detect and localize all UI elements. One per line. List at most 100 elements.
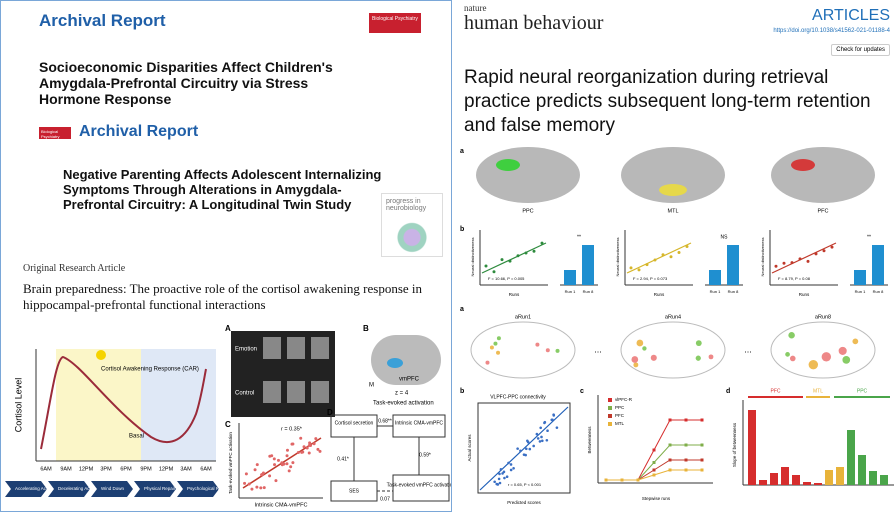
network-node — [785, 352, 790, 357]
scatter-dot — [499, 468, 503, 471]
bar — [854, 270, 866, 285]
updates-button[interactable]: Check for updates — [831, 44, 890, 56]
label: d — [726, 388, 730, 395]
label: ... — [744, 344, 752, 354]
journal-badge: Biological Psychiatry — [39, 127, 71, 139]
bar — [781, 467, 789, 485]
scatter-dot — [268, 474, 272, 478]
label: 0.59* — [419, 452, 431, 458]
left-panel: Archival Report Biological Psychiatry So… — [0, 0, 452, 512]
scatter-dot — [546, 429, 549, 433]
legend-swatch — [608, 414, 612, 418]
label: VLPFC-PPC connectivity — [490, 394, 546, 400]
bar — [748, 410, 756, 485]
scatter-dot — [522, 453, 526, 456]
legend-swatch — [608, 398, 612, 402]
scatter-dot — [247, 482, 251, 486]
label: F = 2.94, P = 0.073 — [633, 276, 668, 281]
label: 6AM — [40, 466, 52, 472]
scatter-dot — [502, 470, 506, 474]
label: Wind Down — [101, 486, 125, 491]
network-node — [808, 359, 819, 370]
label: Neural distinctiveness — [760, 238, 765, 277]
run-point — [500, 258, 504, 262]
run-point — [637, 268, 641, 272]
face-stimulus — [263, 381, 281, 403]
bar — [792, 475, 800, 485]
scatter-dot — [305, 446, 309, 450]
journal-name: human behaviour — [464, 12, 604, 34]
bar — [727, 245, 739, 285]
region-blob — [496, 159, 520, 171]
run-point — [790, 261, 794, 265]
bar — [770, 473, 778, 485]
bar — [564, 270, 576, 285]
cortisol-curve — [40, 355, 207, 450]
run-point — [782, 261, 786, 265]
network-node — [631, 356, 639, 363]
label: Psychological Repair — [187, 486, 223, 491]
run-point — [516, 254, 520, 258]
label: PPC — [522, 208, 533, 214]
label: 12PM — [159, 466, 174, 472]
legend-swatch — [608, 422, 612, 426]
label: MTL — [668, 208, 679, 214]
run-point — [492, 270, 496, 274]
label: Run 8 — [583, 289, 594, 294]
network-node — [493, 341, 498, 346]
label: 9AM — [60, 466, 72, 472]
label: B — [363, 324, 369, 333]
label: Runs — [509, 292, 520, 297]
scatter-dot — [307, 443, 311, 447]
scatter-dot — [285, 454, 289, 458]
bar — [814, 483, 822, 485]
run-point — [645, 263, 649, 267]
network-node — [485, 360, 490, 365]
run-point — [669, 255, 673, 259]
scatter-dot — [270, 454, 274, 458]
label: Task-evoked vmPFC activation — [228, 432, 233, 494]
label: 12PM — [79, 466, 94, 472]
run-point — [685, 245, 689, 249]
label: F = 10.66, P = 0.005 — [488, 276, 525, 281]
scatter-dot — [296, 451, 300, 455]
label: Task-evoked activation — [373, 401, 434, 407]
scatter-dot — [509, 468, 513, 472]
label: Runs — [799, 292, 810, 297]
scatter-dot — [519, 449, 522, 453]
scatter-dot — [255, 463, 259, 467]
brain-surface — [621, 147, 725, 203]
label: A — [225, 324, 231, 333]
scatter-dot — [308, 441, 312, 445]
network-node — [555, 348, 560, 353]
glass-brain — [470, 321, 576, 379]
series-point — [604, 478, 608, 482]
y-label: Cortisol Level — [13, 378, 23, 433]
run-point — [661, 253, 665, 257]
article-figure: a PPC MTL PFC b Neural distinctiveness Runs F =… — [460, 147, 894, 505]
series-point — [684, 443, 688, 447]
network-node — [789, 355, 796, 362]
annotation: Basal — [129, 434, 144, 440]
scatter-dot — [509, 463, 513, 466]
series-point — [684, 418, 688, 422]
scatter-dot — [314, 437, 318, 441]
label: PFC — [615, 413, 625, 418]
label: 9PM — [140, 466, 152, 472]
brain-slice — [371, 335, 441, 385]
scatter-dot — [526, 439, 529, 443]
face-stimulus — [263, 337, 281, 359]
paper-title: Socioeconomic Disparities Affect Childre… — [39, 59, 333, 107]
label: aRun8 — [815, 314, 831, 320]
label: r = 0.35* — [281, 426, 303, 432]
series-point — [668, 458, 672, 462]
scatter-dot — [253, 468, 257, 472]
label: PFC — [771, 388, 781, 394]
series-point — [636, 478, 640, 482]
series-point — [700, 443, 704, 447]
scatter-dot — [291, 442, 295, 446]
scatter-dot — [524, 447, 528, 451]
network-node — [708, 354, 714, 360]
network-node — [633, 362, 639, 368]
scatter-dot — [259, 486, 263, 490]
